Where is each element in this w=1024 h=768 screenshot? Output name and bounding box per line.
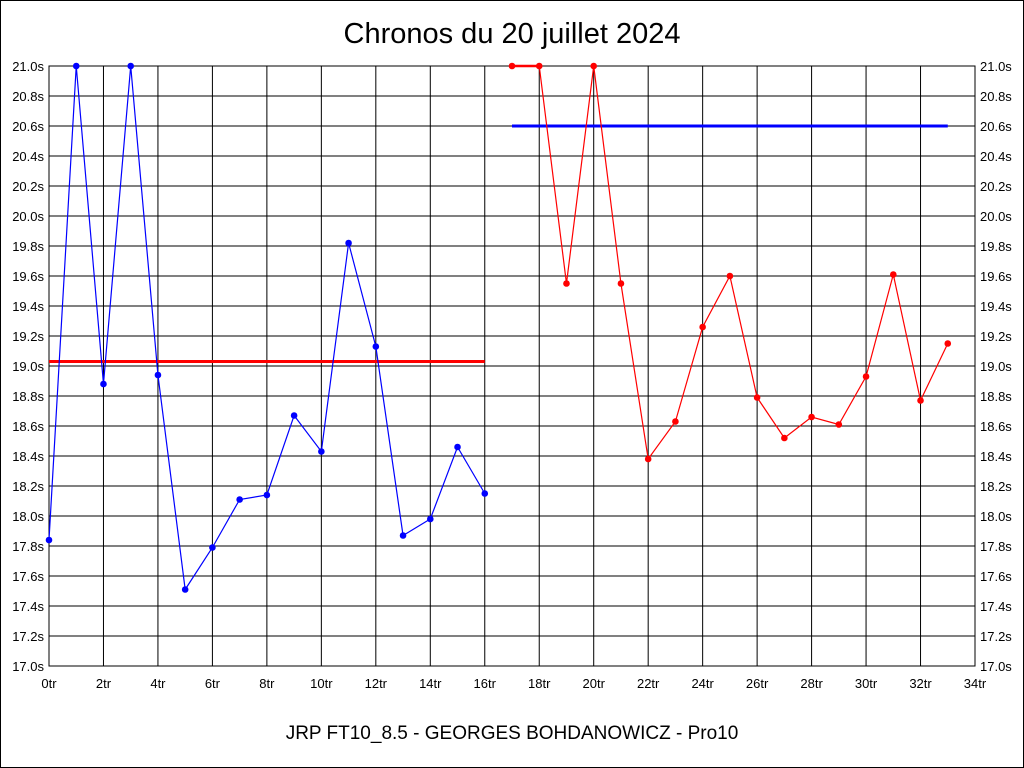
y-tick-label-left: 18.4s (12, 449, 44, 464)
data-point (72, 62, 80, 70)
data-point (644, 455, 652, 463)
y-tick-label-left: 19.4s (12, 299, 44, 314)
y-tick-label-left: 19.2s (12, 329, 44, 344)
data-point (726, 272, 734, 280)
data-point (944, 340, 952, 347)
data-point (100, 380, 107, 388)
y-tick-label-right: 19.0s (980, 359, 1012, 374)
data-point (590, 62, 598, 70)
y-tick-label-right: 18.0s (980, 509, 1012, 524)
data-point (127, 62, 135, 70)
y-tick-label-left: 20.0s (12, 209, 44, 224)
data-point (917, 397, 924, 404)
x-tick-label: 8tr (259, 676, 275, 691)
x-tick-label: 6tr (205, 676, 221, 691)
data-point (399, 532, 407, 539)
data-point (781, 434, 788, 442)
y-tick-label-right: 19.4s (980, 299, 1012, 314)
y-tick-label-left: 20.8s (12, 89, 44, 104)
y-tick-label-left: 19.0s (12, 359, 44, 374)
x-tick-label: 2tr (96, 676, 112, 691)
data-point (426, 515, 434, 523)
data-point (454, 443, 461, 451)
x-tick-label: 18tr (528, 676, 551, 691)
x-tick-label: 24tr (691, 676, 714, 691)
y-tick-label-right: 17.6s (980, 569, 1012, 584)
x-tick-label: 30tr (855, 676, 878, 691)
y-tick-label-left: 18.6s (12, 419, 44, 434)
x-tick-label: 12tr (365, 676, 388, 691)
y-tick-label-right: 20.8s (980, 89, 1012, 104)
data-point (889, 271, 897, 278)
y-tick-label-right: 17.8s (980, 539, 1012, 554)
y-tick-label-left: 20.6s (12, 119, 44, 134)
data-point (209, 544, 216, 551)
data-point (481, 490, 489, 497)
data-point (753, 394, 761, 401)
data-point (672, 418, 679, 425)
data-point (181, 586, 189, 593)
y-tick-label-right: 17.2s (980, 629, 1012, 644)
x-tick-label: 4tr (150, 676, 166, 691)
y-tick-label-right: 20.2s (980, 179, 1012, 194)
y-tick-label-right: 19.8s (980, 239, 1012, 254)
data-point (699, 323, 706, 331)
y-tick-label-left: 19.8s (12, 239, 44, 254)
data-point (290, 412, 298, 419)
x-tick-label: 10tr (310, 676, 333, 691)
y-tick-label-left: 17.6s (12, 569, 44, 584)
data-point (318, 448, 325, 455)
x-tick-label: 28tr (800, 676, 823, 691)
y-tick-label-left: 17.8s (12, 539, 44, 554)
x-tick-label: 14tr (419, 676, 442, 691)
x-tick-label: 20tr (583, 676, 606, 691)
y-tick-label-left: 21.0s (12, 59, 44, 74)
data-point (263, 491, 271, 499)
y-tick-label-left: 20.2s (12, 179, 44, 194)
y-tick-label-left: 17.4s (12, 599, 44, 614)
y-tick-label-right: 19.2s (980, 329, 1012, 344)
y-tick-label-right: 18.6s (980, 419, 1012, 434)
y-tick-label-left: 20.4s (12, 149, 44, 164)
data-point (617, 280, 625, 287)
x-tick-label: 26tr (746, 676, 769, 691)
x-tick-label: 34tr (964, 676, 987, 691)
y-tick-label-right: 20.6s (980, 119, 1012, 134)
y-tick-label-right: 20.0s (980, 209, 1012, 224)
y-tick-label-left: 18.2s (12, 479, 44, 494)
y-tick-label-right: 20.4s (980, 149, 1012, 164)
y-tick-label-right: 19.6s (980, 269, 1012, 284)
data-point (154, 371, 162, 379)
data-point (345, 239, 352, 247)
y-tick-label-right: 18.2s (980, 479, 1012, 494)
y-tick-label-left: 19.6s (12, 269, 44, 284)
chart-footer: JRP FT10_8.5 - GEORGES BOHDANOWICZ - Pro… (285, 723, 739, 744)
data-point (808, 413, 815, 421)
x-tick-label: 0tr (41, 676, 57, 691)
x-tick-label: 32tr (909, 676, 932, 691)
data-point (45, 536, 53, 544)
chart-title: Chronos du 20 juillet 2024 (343, 18, 681, 50)
data-point (236, 496, 243, 503)
y-tick-label-right: 18.8s (980, 389, 1012, 404)
data-point (835, 421, 843, 428)
y-tick-label-left: 17.2s (12, 629, 44, 644)
data-point (862, 373, 870, 380)
data-point (563, 280, 570, 287)
y-tick-label-left: 18.8s (12, 389, 44, 404)
y-tick-label-left: 17.0s (12, 659, 44, 674)
y-tick-label-right: 17.4s (980, 599, 1012, 614)
y-tick-label-left: 18.0s (12, 509, 44, 524)
y-tick-label-right: 21.0s (980, 59, 1012, 74)
x-tick-label: 16tr (474, 676, 497, 691)
data-point (372, 343, 380, 350)
y-tick-label-right: 17.0s (980, 659, 1012, 674)
y-tick-label-right: 18.4s (980, 449, 1012, 464)
x-tick-label: 22tr (637, 676, 660, 691)
